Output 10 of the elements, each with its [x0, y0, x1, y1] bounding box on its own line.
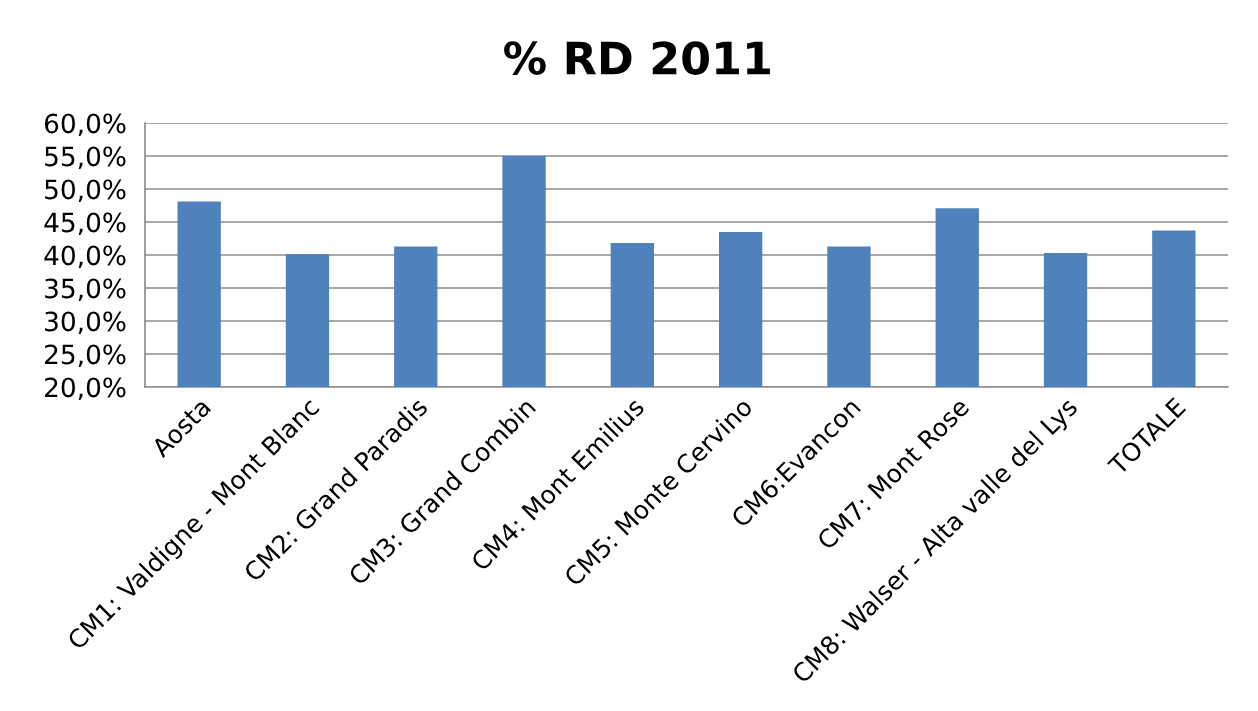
y-tick-label: 25,0% — [45, 344, 126, 368]
y-tick-label: 55,0% — [45, 146, 126, 170]
y-tick-label: 40,0% — [44, 245, 126, 269]
y-tick-label: 30,0% — [45, 311, 126, 335]
y-tick-label: 60,0% — [44, 113, 126, 137]
y-tick-label: 20,0% — [45, 377, 126, 401]
chart-title: % RD 2011 — [504, 41, 770, 75]
y-tick-label: 35,0% — [45, 278, 126, 302]
y-tick-label: 45,0% — [44, 212, 126, 236]
y-tick-label: 50,0% — [45, 179, 126, 203]
